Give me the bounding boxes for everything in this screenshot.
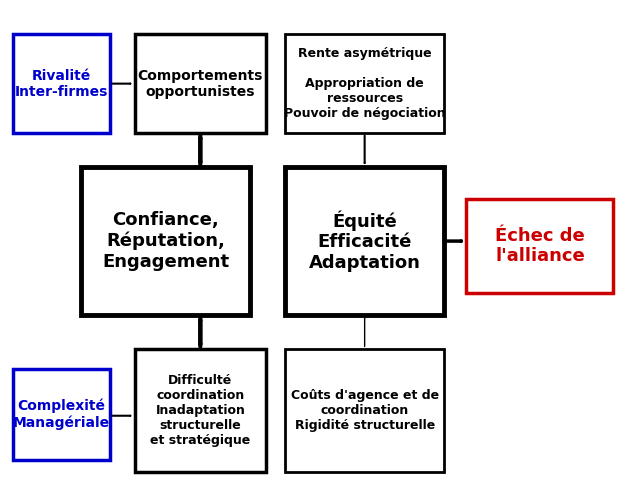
FancyBboxPatch shape xyxy=(135,349,266,472)
Text: Comportements
opportunistes: Comportements opportunistes xyxy=(138,68,263,99)
FancyBboxPatch shape xyxy=(81,167,250,315)
FancyBboxPatch shape xyxy=(285,167,444,315)
Text: Rente asymétrique

Appropriation de
ressources
Pouvoir de négociation: Rente asymétrique Appropriation de resso… xyxy=(284,47,446,120)
Text: Rivalité
Inter-firmes: Rivalité Inter-firmes xyxy=(14,68,108,99)
Text: Échec de
l'alliance: Échec de l'alliance xyxy=(495,227,585,265)
FancyBboxPatch shape xyxy=(13,34,110,133)
Text: Coûts d'agence et de
coordination
Rigidité structurelle: Coûts d'agence et de coordination Rigidi… xyxy=(290,389,439,432)
FancyBboxPatch shape xyxy=(285,349,444,472)
FancyBboxPatch shape xyxy=(13,369,110,460)
Text: Complexité
Managériale: Complexité Managériale xyxy=(13,399,110,430)
FancyBboxPatch shape xyxy=(466,199,613,293)
Text: Confiance,
Réputation,
Engagement: Confiance, Réputation, Engagement xyxy=(102,211,230,271)
FancyBboxPatch shape xyxy=(135,34,266,133)
Text: Difficulté
coordination
Inadaptation
structurelle
et stratégique: Difficulté coordination Inadaptation str… xyxy=(150,374,250,447)
FancyBboxPatch shape xyxy=(285,34,444,133)
Text: Équité
Efficacité
Adaptation: Équité Efficacité Adaptation xyxy=(309,210,421,272)
